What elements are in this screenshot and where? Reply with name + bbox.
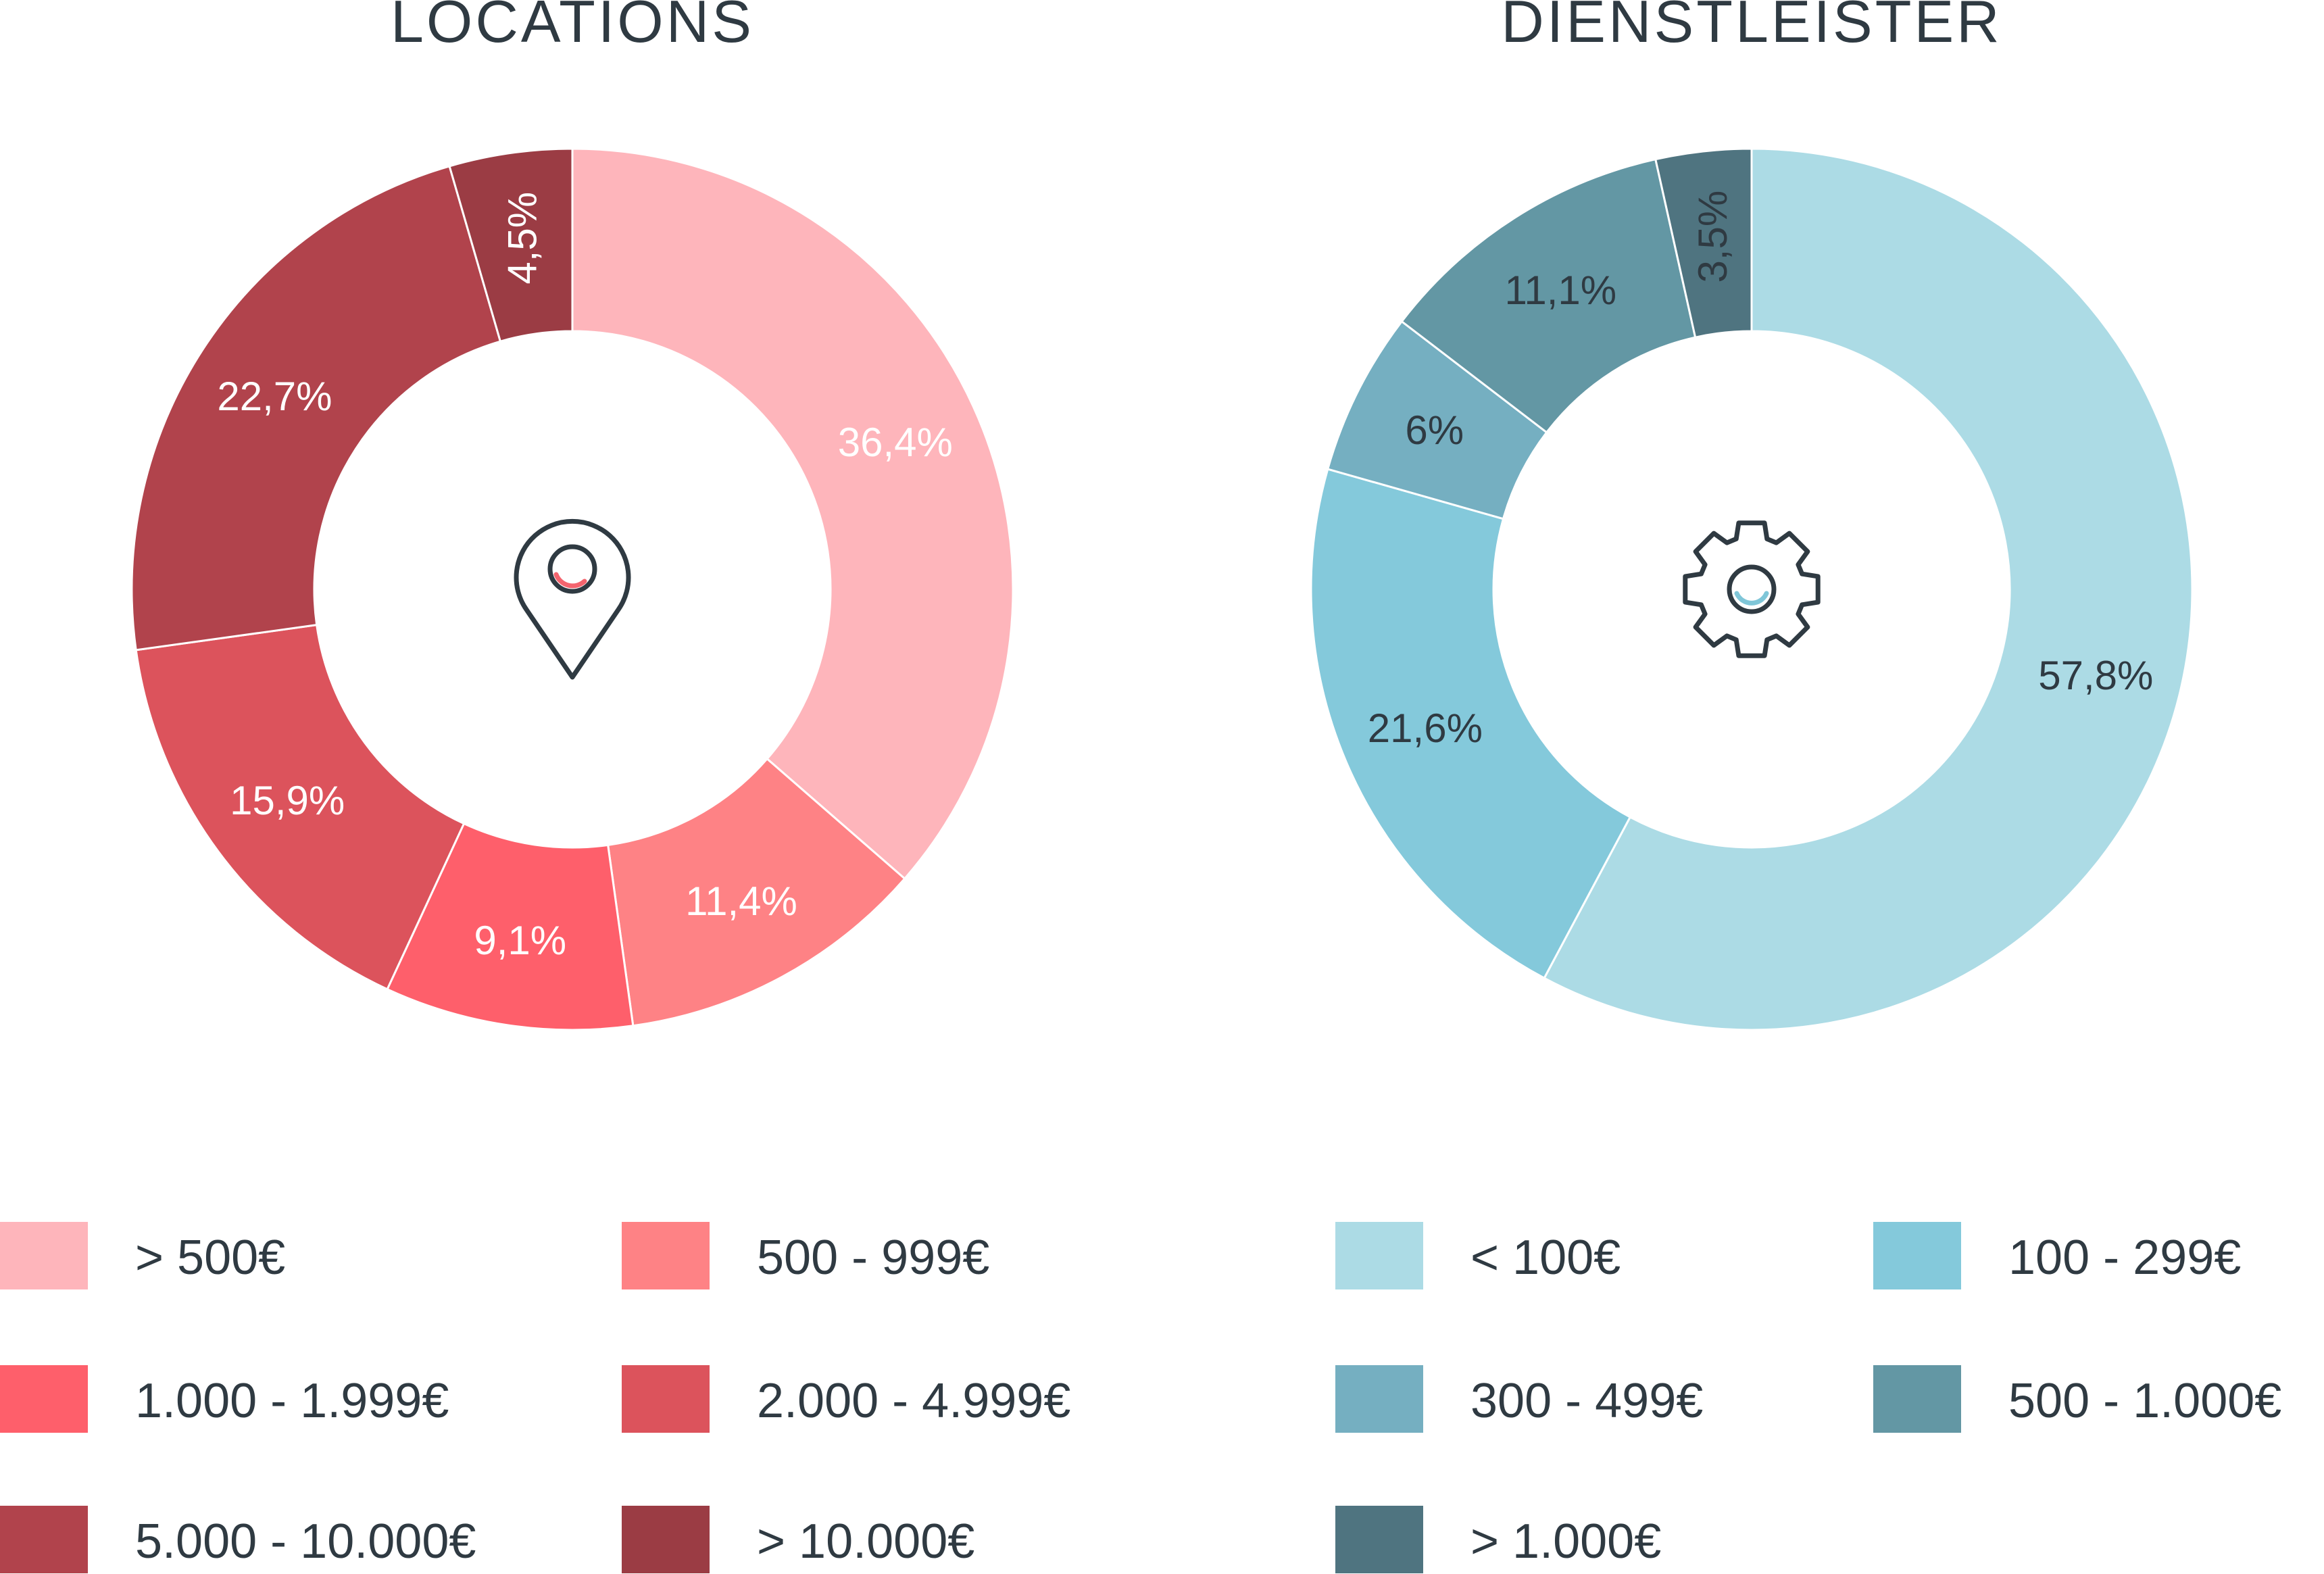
donut-chart-2: DIENSTLEISTER 57,8% 21,6% 6% 11,1% 3,5% < 100€…	[1310, 0, 2281, 1573]
legend-swatch	[622, 1365, 710, 1433]
donut-chart-1: LOCATIONS 36,4% 11,4% 9,1% 15,9% 22,7% 4,5% > 5…	[0, 0, 1070, 1573]
pie-slice	[1654, 147, 1753, 339]
pie-slice	[130, 165, 502, 651]
slice-value-label: 11,1%	[1504, 268, 1616, 313]
legend-item: 1.000 - 1.999€	[0, 1365, 449, 1433]
chart-title: LOCATIONS	[391, 0, 754, 55]
legend-swatch	[0, 1365, 88, 1433]
pie-slice	[448, 147, 574, 343]
legend-label: 5.000 - 10.000€	[135, 1515, 476, 1569]
slice-value-label: 15,9%	[230, 778, 345, 823]
slice-value-label: 22,7%	[217, 374, 332, 419]
pie-slice	[1400, 157, 1697, 434]
legend-item: 2.000 - 4.999€	[622, 1365, 1070, 1433]
slice-value-label: 57,8%	[2038, 653, 2153, 698]
location-pin-icon	[514, 518, 631, 680]
pie-slice	[606, 757, 906, 1027]
pie-slice	[1543, 147, 2194, 1031]
legend-item: 500 - 999€	[622, 1222, 989, 1289]
legend-swatch	[0, 1506, 88, 1573]
slice-value-label: 6%	[1405, 408, 1464, 453]
legend-item: > 500€	[0, 1222, 285, 1289]
legend-label: > 10.000€	[757, 1515, 974, 1569]
legend-item: 300 - 499€	[1335, 1365, 1703, 1433]
legend-label: 100 - 299€	[2008, 1231, 2241, 1285]
slice-value-label: 36,4%	[838, 420, 953, 465]
slice-value-label: 9,1%	[474, 918, 566, 963]
pie-slice	[1310, 468, 1632, 980]
legend-swatch	[622, 1222, 710, 1289]
legend-label: 500 - 1.000€	[2008, 1374, 2281, 1428]
slice-value-label: 3,5%	[1690, 191, 1735, 283]
legend-label: 2.000 - 4.999€	[757, 1374, 1070, 1428]
legend-swatch	[1335, 1365, 1423, 1433]
pie-slice	[571, 147, 1014, 881]
slice-value-label: 21,6%	[1368, 706, 1483, 751]
legend-swatch	[1335, 1222, 1423, 1289]
slice-value-label: 4,5%	[500, 192, 545, 285]
legend-label: < 100€	[1470, 1231, 1621, 1285]
legend-label: > 1.000€	[1470, 1515, 1661, 1569]
pie-slice	[134, 623, 466, 991]
legend-label: > 500€	[135, 1231, 285, 1285]
legend-swatch	[1873, 1365, 1961, 1433]
legend-label: 300 - 499€	[1470, 1374, 1703, 1428]
legend-item: > 10.000€	[622, 1506, 974, 1573]
legend-item: 100 - 299€	[1873, 1222, 2241, 1289]
legend-swatch	[1335, 1506, 1423, 1573]
legend-swatch	[622, 1506, 710, 1573]
gear-icon	[1683, 520, 1821, 658]
slice-value-label: 11,4%	[685, 879, 797, 924]
legend-item: > 1.000€	[1335, 1506, 1661, 1573]
legend-label: 500 - 999€	[757, 1231, 989, 1285]
chart-title: DIENSTLEISTER	[1501, 0, 2002, 55]
legend-swatch	[1873, 1222, 1961, 1289]
legend-swatch	[0, 1222, 88, 1289]
legend-label: 1.000 - 1.999€	[135, 1374, 449, 1428]
legend-item: 500 - 1.000€	[1873, 1365, 2281, 1433]
legend-item: 5.000 - 10.000€	[0, 1506, 476, 1573]
legend-item: < 100€	[1335, 1222, 1621, 1289]
